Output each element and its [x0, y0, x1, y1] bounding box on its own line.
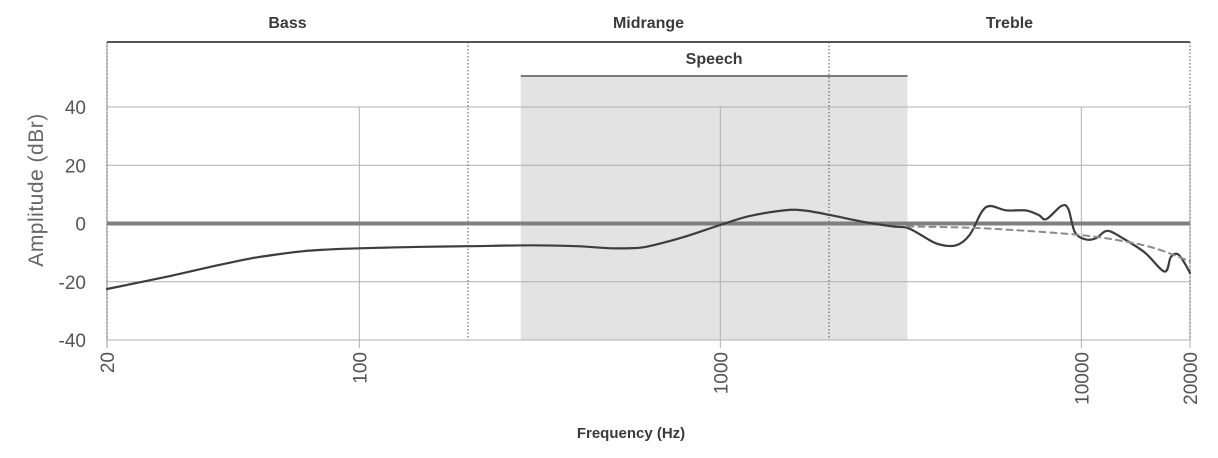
x-tick-labels: 20 100 1000 10000 20000 — [98, 352, 1202, 405]
y-axis-title: Amplitude (dBr) — [25, 113, 48, 266]
region-label-treble: Treble — [986, 15, 1033, 32]
region-label-midrange: Midrange — [613, 15, 684, 32]
speech-band-highlight — [520, 76, 908, 340]
y-tick-labels: 40 20 0 -20 -40 — [59, 98, 86, 352]
series-layer — [105, 203, 1192, 291]
y-tick-label: 0 — [75, 215, 86, 236]
x-tick-label: 1000 — [711, 352, 732, 394]
x-axis-title: Frequency (Hz) — [577, 425, 685, 442]
series-line-measured — [105, 203, 1192, 291]
y-tick-label: 40 — [65, 98, 86, 119]
speech-band-label: Speech — [686, 51, 743, 68]
x-tick-label: 10000 — [1072, 352, 1093, 405]
region-dividers — [106, 42, 1191, 340]
region-label-bass: Bass — [268, 15, 306, 32]
x-tick-label: 20 — [98, 352, 119, 373]
region-headers: Bass Midrange Treble Speech — [107, 15, 1190, 77]
x-tick-label: 20000 — [1181, 352, 1202, 405]
y-tick-label: -20 — [59, 273, 86, 294]
series-line-dashed — [906, 225, 1191, 263]
x-tick-label: 100 — [350, 352, 371, 384]
y-tick-label: 20 — [65, 156, 86, 177]
y-tick-label: -40 — [59, 331, 86, 352]
